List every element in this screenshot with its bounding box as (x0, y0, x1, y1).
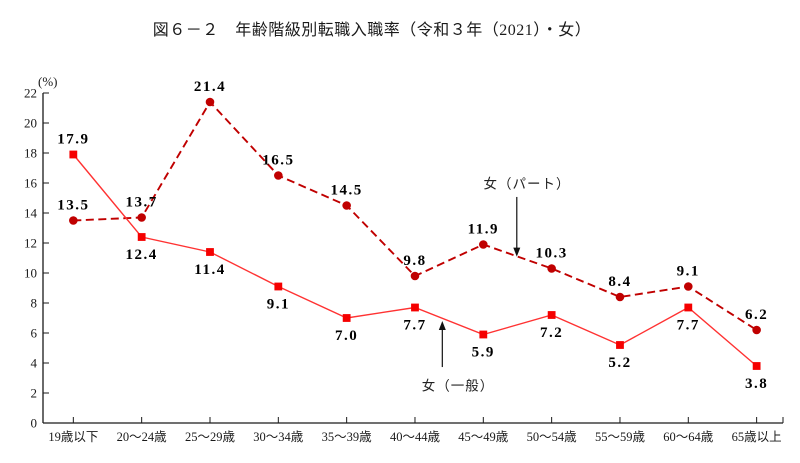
annotation-arrow-head (438, 321, 446, 330)
data-point-label: 5.2 (608, 355, 631, 371)
data-point-marker (274, 282, 283, 291)
data-point-marker (547, 311, 556, 319)
y-tick-label: 22 (24, 86, 37, 101)
data-point-marker (69, 150, 78, 159)
x-tick-label: 65歳以上 (732, 430, 782, 444)
x-tick-label: 60～64歳 (663, 430, 714, 444)
x-tick-label: 35～39歳 (322, 430, 373, 444)
data-point-label: 8.4 (608, 274, 631, 290)
data-point-label: 9.1 (267, 297, 290, 313)
data-point-marker (684, 282, 693, 291)
y-tick-label: 8 (31, 296, 38, 311)
data-point-marker (342, 314, 351, 322)
x-tick-label: 30～34歳 (253, 430, 304, 444)
y-tick-label: 0 (31, 416, 38, 431)
y-tick-label: 4 (31, 356, 38, 371)
data-point-label: 6.2 (745, 307, 768, 323)
data-point-label: 14.5 (331, 183, 363, 199)
data-point-label: 11.9 (468, 222, 499, 238)
data-point-marker (69, 216, 78, 225)
x-tick-label: 40～44歳 (390, 430, 441, 444)
x-tick-label: 45～49歳 (458, 430, 509, 444)
x-tick-label: 50～54歳 (527, 430, 578, 444)
y-tick-label: 2 (31, 386, 38, 401)
data-point-marker (206, 248, 214, 256)
data-point-marker (615, 292, 625, 302)
y-axis-unit-label: (%) (38, 74, 58, 89)
data-point-marker (342, 201, 351, 210)
chart-title: 図６－２ 年齢階級別転職入職率（令和３年（2021）・女） (152, 22, 592, 39)
data-point-label: 10.3 (536, 246, 568, 262)
data-point-label: 5.9 (472, 345, 495, 361)
data-point-label: 7.7 (403, 318, 426, 334)
y-tick-label: 16 (24, 176, 38, 191)
data-point-label: 3.8 (745, 376, 768, 392)
data-point-label: 17.9 (57, 132, 89, 148)
series-annotation-label: 女（一般） (422, 377, 495, 393)
x-tick-label: 19歳以下 (48, 430, 98, 444)
series-annotation-label: 女（パート） (484, 176, 571, 192)
y-tick-label: 12 (24, 236, 37, 251)
data-point-marker (479, 330, 488, 339)
data-point-marker (137, 233, 146, 241)
data-point-marker (752, 362, 761, 370)
x-tick-label: 55～59歳 (595, 430, 646, 444)
data-point-label: 7.2 (540, 325, 563, 341)
data-point-marker (616, 341, 624, 349)
y-tick-label: 18 (24, 146, 37, 161)
data-point-marker (410, 271, 420, 281)
y-tick-label: 20 (24, 116, 37, 131)
data-point-label: 11.4 (194, 262, 225, 278)
y-tick-label: 14 (24, 206, 38, 221)
data-point-label: 7.7 (677, 318, 700, 334)
data-point-marker (205, 97, 215, 107)
data-point-marker (684, 303, 693, 312)
data-point-marker (479, 240, 488, 249)
data-point-marker (752, 325, 761, 335)
data-point-label: 21.4 (194, 79, 226, 95)
data-point-marker (411, 303, 419, 312)
x-tick-label: 20～24歳 (117, 430, 168, 444)
data-point-label: 12.4 (126, 247, 158, 263)
y-tick-label: 6 (31, 326, 38, 341)
y-tick-label: 10 (24, 266, 37, 281)
data-point-marker (547, 264, 556, 273)
data-point-label: 13.5 (57, 198, 89, 214)
data-point-label: 13.7 (126, 195, 158, 211)
data-point-label: 7.0 (335, 328, 358, 344)
data-point-marker (137, 213, 146, 222)
data-point-marker (274, 171, 283, 180)
data-point-label: 9.8 (403, 253, 426, 269)
x-tick-label: 25～29歳 (185, 430, 236, 444)
series-line-part (73, 100, 758, 331)
data-point-label: 16.5 (262, 153, 294, 169)
annotation-arrow-head (513, 247, 521, 257)
data-point-label: 9.1 (677, 264, 700, 280)
